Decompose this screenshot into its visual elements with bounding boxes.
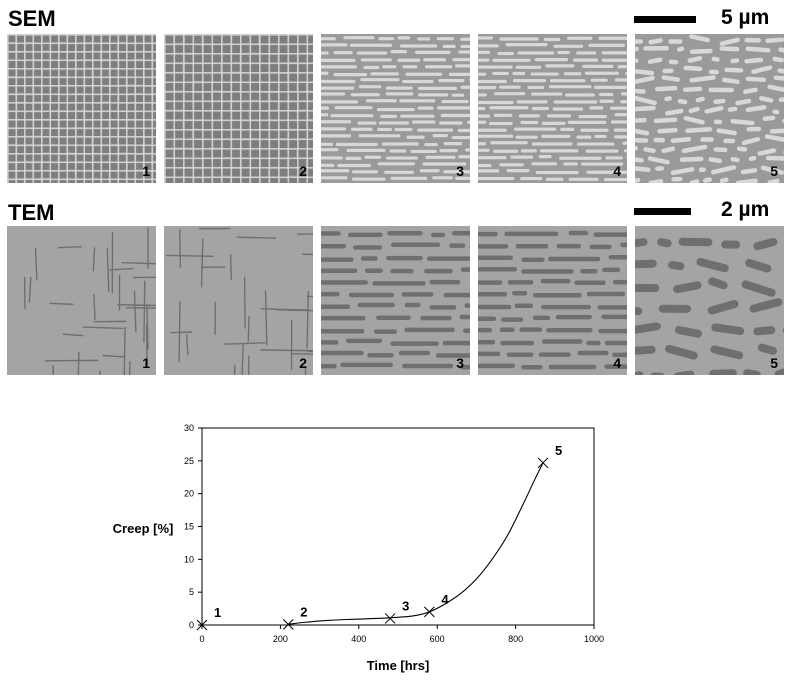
marker-4 bbox=[424, 606, 435, 618]
creep-curve bbox=[288, 462, 544, 625]
y-tick-label: 30 bbox=[184, 423, 194, 433]
panel-label: 2 bbox=[299, 355, 307, 371]
sem-image-2: 2 bbox=[164, 34, 313, 183]
panel-label: 5 bbox=[770, 163, 778, 179]
creep-chart: 0 200 400 600 800 1000 0 5 10 15 20 25 30 1 2 3 4 5 Cree… bbox=[113, 423, 604, 673]
x-tick-label: 0 bbox=[199, 634, 204, 644]
x-tick-label: 1000 bbox=[584, 634, 604, 644]
panel-label: 1 bbox=[142, 163, 150, 179]
y-tick-label: 20 bbox=[184, 489, 194, 499]
x-tick-label: 600 bbox=[430, 634, 445, 644]
marker-1 bbox=[196, 619, 208, 631]
sem-image-5: 5 bbox=[635, 34, 784, 183]
tem-image-5: 5 bbox=[635, 226, 784, 375]
x-tick-label: 200 bbox=[273, 634, 288, 644]
marker-label: 1 bbox=[214, 605, 221, 620]
y-tick-label: 15 bbox=[184, 522, 194, 532]
x-tick-label: 400 bbox=[351, 634, 366, 644]
plot-area bbox=[201, 427, 595, 626]
y-tick-label: 25 bbox=[184, 456, 194, 466]
panel-label: 2 bbox=[299, 163, 307, 179]
tem-image-1: 1 bbox=[7, 226, 156, 375]
marker-2 bbox=[282, 618, 294, 630]
tem-image-4: 4 bbox=[478, 226, 627, 375]
panel-label: 3 bbox=[456, 355, 464, 371]
y-tick-label: 0 bbox=[189, 620, 194, 630]
panel-label: 3 bbox=[456, 163, 464, 179]
sem-scale-bar bbox=[634, 16, 696, 23]
data-markers: 1 2 3 4 5 bbox=[196, 443, 562, 631]
marker-3 bbox=[384, 613, 396, 624]
marker-label: 2 bbox=[300, 604, 307, 619]
y-axis-label: Creep [%] bbox=[113, 521, 174, 536]
tem-scale-label: 2 µm bbox=[721, 198, 770, 221]
sem-scale-label: 5 µm bbox=[721, 6, 770, 29]
panel-label: 1 bbox=[142, 355, 150, 371]
tem-scale-bar bbox=[634, 208, 691, 215]
tem-image-3: 3 bbox=[321, 226, 470, 375]
tem-title: TEM bbox=[8, 200, 55, 225]
sem-image-3: 3 bbox=[321, 34, 470, 183]
y-tick-label: 10 bbox=[184, 554, 194, 564]
marker-label: 4 bbox=[441, 592, 449, 607]
x-tick-label: 800 bbox=[508, 634, 523, 644]
panel-label: 4 bbox=[613, 163, 621, 179]
sem-image-4: 4 bbox=[478, 34, 627, 183]
sem-image-1: 1 bbox=[7, 34, 156, 183]
marker-label: 3 bbox=[402, 598, 409, 613]
y-tick-label: 5 bbox=[189, 587, 194, 597]
panel-label: 4 bbox=[613, 355, 621, 371]
marker-label: 5 bbox=[555, 443, 562, 458]
panel-label: 5 bbox=[770, 355, 778, 371]
x-axis-label: Time [hrs] bbox=[367, 658, 430, 673]
marker-5 bbox=[537, 457, 549, 469]
sem-title: SEM bbox=[8, 6, 56, 31]
tem-image-2: 2 bbox=[164, 226, 313, 375]
